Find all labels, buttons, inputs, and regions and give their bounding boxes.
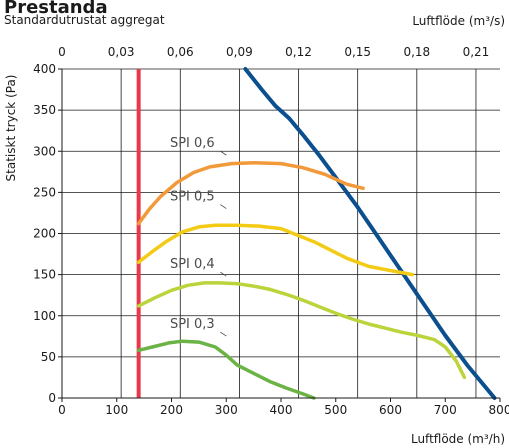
series-label-leader-4: [220, 331, 227, 337]
y-axis-label: Statiskt tryck (Pa): [4, 75, 18, 182]
series-label-leader-3: [220, 271, 227, 277]
chart-labels: SPI 0,6 SPI 0,5 SPI 0,4 SPI 0,3: [170, 136, 227, 337]
y-tick-label-7: 350: [33, 103, 56, 117]
x2-tick-label-1: 0,03: [108, 45, 135, 59]
y-tick-label-6: 300: [33, 144, 56, 158]
chart-title: Prestanda: [4, 0, 108, 18]
x-tick-label-2: 200: [160, 403, 183, 417]
x2-tick-label-4: 0,12: [285, 45, 312, 59]
x-tick-label-5: 500: [324, 403, 347, 417]
x2-tick-label-3: 0,09: [226, 45, 253, 59]
x2-tick-label-6: 0,18: [403, 45, 430, 59]
x-tick-label-7: 700: [434, 403, 457, 417]
x2-tick-label-2: 0,06: [167, 45, 194, 59]
x-tick-label-1: 100: [105, 403, 128, 417]
chart-subtitle: Standardutrustat aggregat: [4, 13, 165, 27]
series-line-4: [136, 339, 316, 400]
chart-ticks: 0 100 200 300 400 500 600 700 800 0 50 100 150 200 250…: [33, 45, 509, 417]
series-line-2: [136, 223, 415, 277]
series-label-2: SPI 0,5: [170, 190, 215, 205]
x2-tick-label-5: 0,15: [344, 45, 371, 59]
x-tick-label-4: 400: [270, 403, 293, 417]
series-label-4: SPI 0,3: [170, 317, 215, 332]
x2-tick-label-0: 0: [58, 45, 66, 59]
series-label-3: SPI 0,4: [170, 257, 215, 272]
x2-tick-label-7: 0,21: [463, 45, 490, 59]
series-label-leader-1: [220, 150, 227, 156]
chart-grid: [62, 68, 500, 399]
y-tick-label-2: 100: [33, 309, 56, 323]
x-tick-label-3: 300: [215, 403, 238, 417]
chart-series: [136, 67, 497, 400]
series-label-leader-2: [220, 204, 227, 209]
series-label-1: SPI 0,6: [170, 136, 215, 151]
x-tick-label-8: 800: [489, 403, 509, 417]
y-tick-label-8: 400: [33, 62, 56, 76]
x-axis-label: Luftflöde (m³/h): [411, 432, 505, 446]
series-line-3: [136, 281, 467, 380]
x-tick-label-6: 600: [379, 403, 402, 417]
y-tick-label-1: 50: [41, 350, 56, 364]
y-tick-label-4: 200: [33, 227, 56, 241]
y-tick-label-3: 150: [33, 268, 56, 282]
y-tick-label-0: 0: [48, 391, 56, 405]
y-tick-label-5: 250: [33, 185, 56, 199]
x2-axis-label: Luftflöde (m³/s): [412, 14, 505, 28]
series-line-1: [136, 161, 365, 226]
series-line-0: [243, 67, 497, 400]
x-tick-label-0: 0: [58, 403, 66, 417]
